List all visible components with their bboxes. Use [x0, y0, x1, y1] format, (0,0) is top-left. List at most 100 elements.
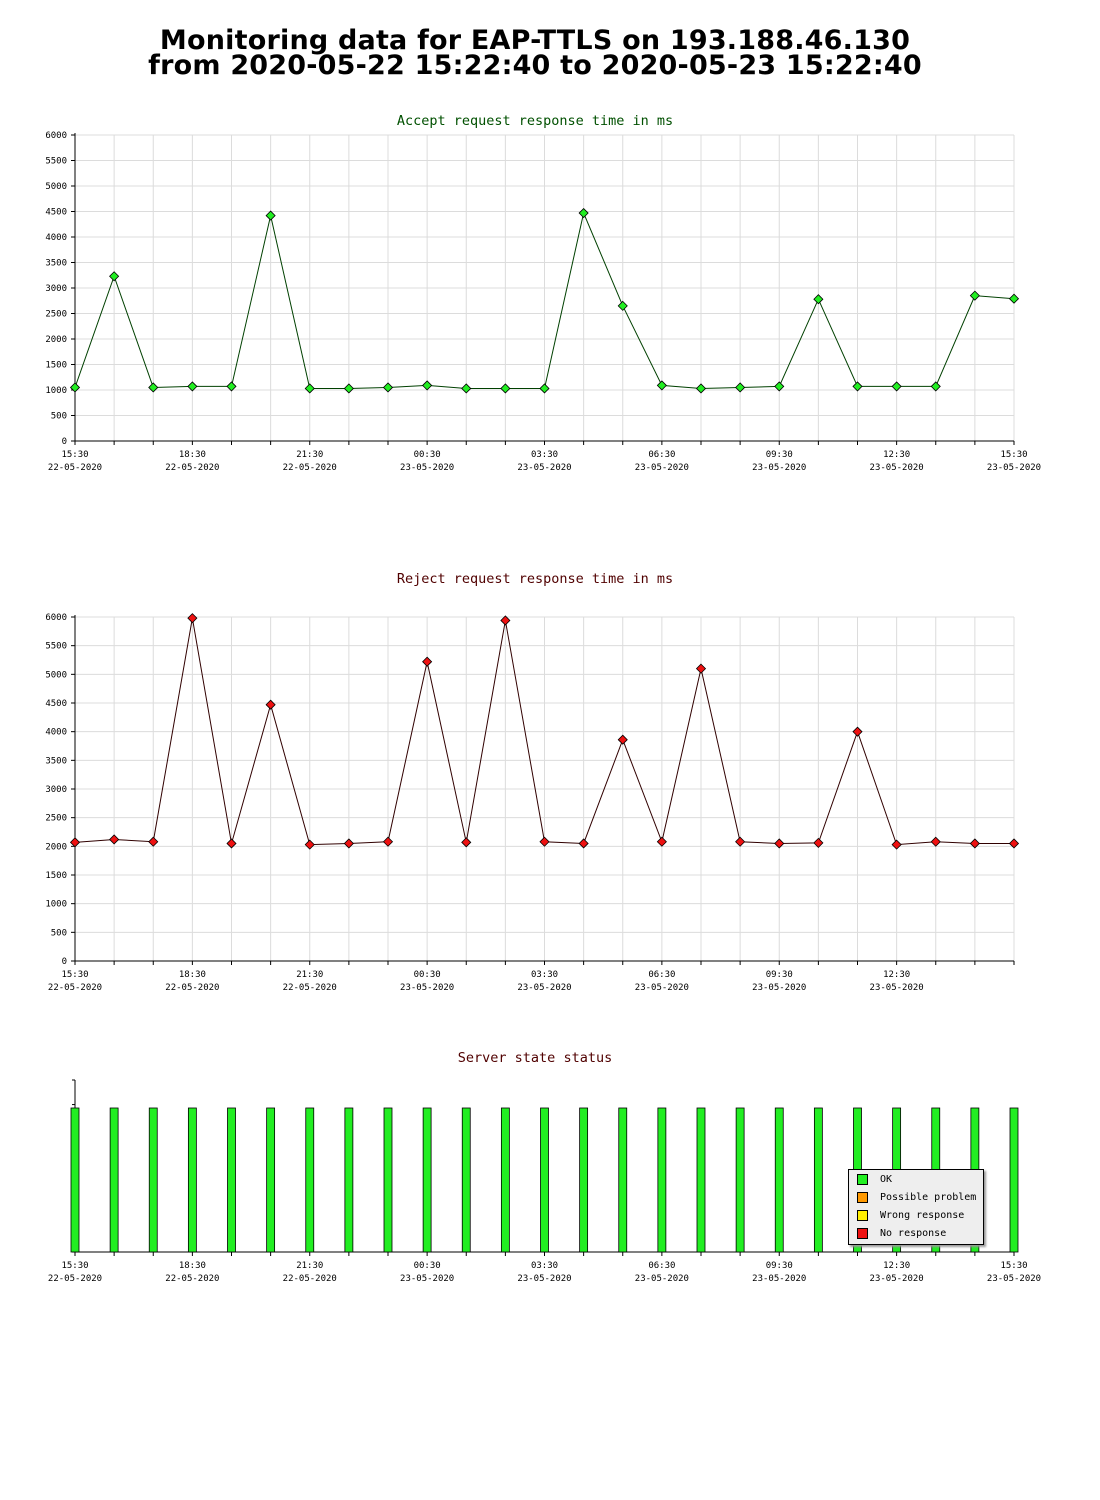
status-xtick-time: 03:30: [531, 1261, 558, 1271]
status-bar: [774, 1107, 784, 1253]
accept-data-point: [304, 383, 315, 394]
accept-data-point: [382, 382, 394, 393]
reject-data-point: [891, 839, 902, 850]
accept-ytick-label: 1500: [45, 361, 67, 371]
status-bar: [383, 1107, 393, 1253]
reject-data-point: [617, 734, 628, 745]
accept-xtick-time: 06:30: [648, 450, 675, 460]
page-title-line1: Monitoring data for EAP-TTLS on 193.188.…: [159, 25, 911, 56]
accept-data-point: [461, 383, 472, 394]
status-legend: OK Possible problem Wrong response No re…: [848, 1169, 984, 1245]
reject-xtick-time: 03:30: [531, 970, 558, 980]
reject-data-point: [656, 836, 667, 847]
accept-data-point: [813, 294, 824, 305]
status-bar: [618, 1107, 628, 1253]
reject-data-point: [813, 837, 824, 848]
accept-data-point: [930, 381, 941, 392]
accept-data-point: [1008, 293, 1020, 304]
status-xtick-date: 22-05-2020: [165, 1274, 219, 1284]
legend-item-ok: OK: [849, 1170, 983, 1188]
status-bar: [227, 1107, 236, 1253]
reject-response-chart: 0 500 1000 1500 2000 2500 3000 3500 4000 4500 5000…: [45, 613, 1020, 993]
reject-ytick-label: 4000: [45, 728, 67, 738]
legend-swatch-no-response: [857, 1227, 868, 1239]
accept-xtick-time: 00:30: [414, 450, 441, 460]
reject-data-point: [1008, 838, 1020, 849]
reject-data-point: [265, 699, 276, 710]
status-xtick-date: 23-05-2020: [987, 1274, 1041, 1284]
reject-ytick-label: 0: [62, 957, 67, 967]
reject-ytick-label: 1000: [45, 900, 67, 910]
accept-xtick-time: 09:30: [766, 450, 793, 460]
accept-xtick-date: 22-05-2020: [165, 463, 219, 473]
accept-ytick-label: 3500: [45, 259, 67, 269]
reject-xtick-date: 23-05-2020: [400, 983, 454, 993]
accept-ytick-label: 4000: [45, 233, 67, 243]
status-bar: [696, 1107, 706, 1253]
server-status-chart: 15:30 22-05-2020 18:30 22-05-2020 21:30 22-05…: [48, 1079, 1041, 1284]
status-xtick-date: 23-05-2020: [517, 1274, 571, 1284]
status-bar: [148, 1107, 158, 1253]
reject-data-point: [852, 726, 863, 737]
reject-xtick-time: 21:30: [296, 970, 323, 980]
reject-xtick-date: 23-05-2020: [870, 983, 924, 993]
status-xtick-date: 22-05-2020: [48, 1274, 102, 1284]
reject-ytick-label: 500: [51, 928, 67, 938]
reject-data-point: [969, 838, 980, 849]
accept-ytick-label: 500: [51, 412, 67, 422]
status-xtick-time: 15:30: [61, 1261, 88, 1271]
status-xtick-date: 23-05-2020: [752, 1274, 806, 1284]
accept-xtick-time: 15:30: [61, 450, 88, 460]
status-bar: [266, 1107, 276, 1253]
accept-ytick-label: 2500: [45, 310, 67, 320]
accept-data-point: [148, 382, 159, 393]
accept-ytick-label: 5000: [45, 182, 67, 192]
reject-data-point: [578, 838, 589, 849]
status-bar: [422, 1107, 432, 1253]
reject-xtick-date: 22-05-2020: [48, 983, 102, 993]
status-chart-title: Server state status: [457, 1050, 613, 1066]
reject-data-point: [422, 656, 433, 667]
accept-ytick-label: 1000: [45, 386, 67, 396]
reject-ytick-label: 1500: [45, 871, 67, 881]
accept-xtick-date: 23-05-2020: [987, 463, 1041, 473]
legend-item-no-response: No response: [849, 1224, 983, 1242]
reject-data-point: [930, 836, 941, 847]
reject-data-point: [500, 615, 511, 626]
accept-ytick-label: 0: [62, 437, 67, 447]
reject-data-point: [304, 839, 315, 850]
accept-chart-title: Accept request response time in ms: [396, 113, 674, 129]
status-bar: [461, 1107, 471, 1253]
reject-ytick-label: 2500: [45, 814, 67, 824]
reject-chart-title: Reject request response time in ms: [396, 571, 674, 587]
accept-xtick-date: 23-05-2020: [400, 463, 454, 473]
accept-xtick-time: 15:30: [1000, 450, 1027, 460]
reject-ytick-label: 2000: [45, 842, 67, 852]
reject-xtick-date: 22-05-2020: [165, 983, 219, 993]
legend-swatch-ok: [857, 1173, 868, 1185]
reject-ytick-label: 5500: [45, 642, 67, 652]
status-xtick-date: 23-05-2020: [870, 1274, 924, 1284]
accept-data-point: [109, 271, 120, 282]
legend-item-possible-problem: Possible problem: [849, 1188, 983, 1206]
status-xtick-time: 15:30: [1000, 1261, 1027, 1271]
reject-xtick-time: 06:30: [648, 970, 675, 980]
reject-ytick-label: 3000: [45, 785, 67, 795]
reject-data-point: [187, 613, 198, 624]
legend-swatch-possible-problem: [857, 1191, 868, 1203]
accept-xtick-date: 23-05-2020: [517, 463, 571, 473]
status-bar: [579, 1107, 589, 1253]
status-bar: [187, 1107, 197, 1253]
reject-data-point: [226, 838, 237, 849]
accept-data-point: [774, 381, 785, 392]
reject-ytick-label: 3500: [45, 756, 67, 766]
accept-data-point: [617, 300, 628, 311]
legend-swatch-wrong-response: [857, 1209, 868, 1221]
accept-xtick-time: 12:30: [883, 450, 910, 460]
reject-xtick-time: 18:30: [179, 970, 206, 980]
accept-xtick-date: 23-05-2020: [752, 463, 806, 473]
reject-data-point: [539, 836, 550, 847]
accept-data-point: [852, 381, 863, 392]
status-xtick-time: 09:30: [766, 1261, 793, 1271]
reject-ytick-label: 6000: [45, 613, 67, 623]
